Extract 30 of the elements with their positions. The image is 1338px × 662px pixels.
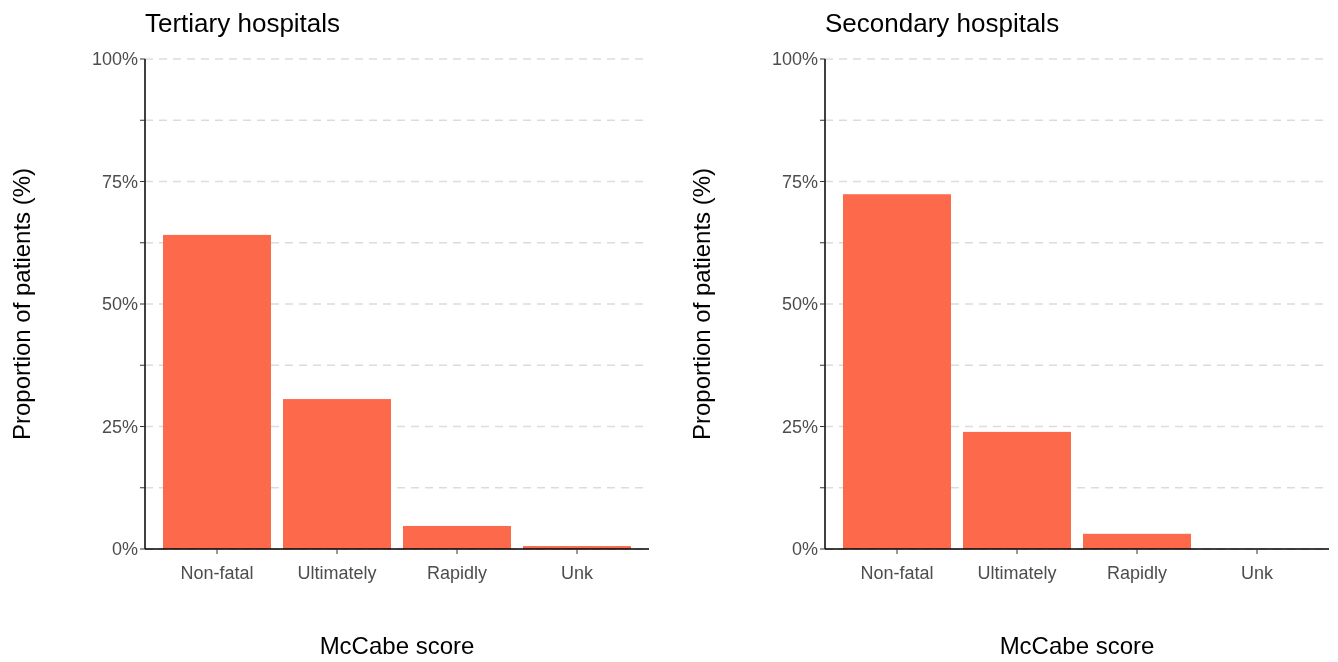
x-tick-label: Unk [1240,563,1274,583]
bar [843,194,951,549]
y-tick-label: 50% [101,294,138,315]
x-tick-label: Rapidly [426,563,488,583]
y-tick-label: 25% [101,416,138,437]
y-axis-title: Proportion of patients (%) [688,167,715,441]
y-tick-label: 50% [781,294,818,315]
y-tick-label: 100% [771,49,818,70]
bar [1083,533,1191,549]
y-tick-label: 75% [781,171,818,192]
bar [283,399,391,549]
y-tick-label: 75% [101,171,138,192]
y-axis-title: Proportion of patients (%) [8,167,35,441]
bar [403,525,511,549]
y-tick-label: 100% [91,49,138,70]
y-tick-label: 0% [111,539,138,560]
bar [963,431,1071,549]
chart-title: Secondary hospitals [825,8,1060,38]
x-tick-label: Ultimately [297,563,377,583]
x-axis-title: McCabe score [319,632,475,659]
x-tick-label: Non-fatal [860,563,934,583]
x-axis-title: McCabe score [999,632,1155,659]
chart-title: Tertiary hospitals [145,8,341,38]
x-tick-label: Non-fatal [180,563,254,583]
bar [163,234,271,549]
x-tick-label: Ultimately [977,563,1057,583]
x-tick-label: Rapidly [1106,563,1168,583]
y-tick-label: 0% [791,539,818,560]
y-tick-label: 25% [781,416,818,437]
x-tick-label: Unk [560,563,594,583]
